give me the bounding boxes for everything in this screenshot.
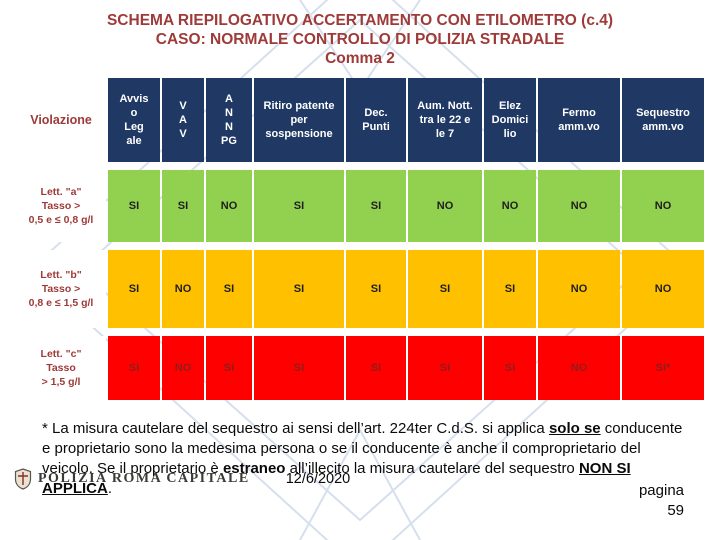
column-header: V A V <box>162 78 204 162</box>
value-cell: SI <box>254 250 344 328</box>
slide-title: SCHEMA RIEPILOGATIVO ACCERTAMENTO CON ET… <box>0 0 720 68</box>
value-cell: SI <box>108 250 160 328</box>
table-body: Lett. "a" Tasso > 0,5 e ≤ 0,8 g/l SI SI NO S… <box>16 170 704 400</box>
footnote-text: * La misura cautelare del sequestro ai s… <box>42 419 688 499</box>
page-number: 59 <box>667 502 684 519</box>
value-cell: NO <box>484 170 536 242</box>
value-cell: NO <box>622 170 704 242</box>
footnote-segment: * La misura cautelare del sequestro ai s… <box>42 420 549 437</box>
title-line-2: CASO: NORMALE CONTROLLO DI POLIZIA STRAD… <box>155 31 565 48</box>
table-row: Lett. "c" Tasso > 1,5 g/l SI NO SI SI SI SI SI N… <box>16 336 704 400</box>
column-header: Fermo amm.vo <box>538 78 620 162</box>
column-header: Sequestro amm.vo <box>622 78 704 162</box>
footer-bar: POLIZIA ROMA CAPITALE 12/6/2020 <box>14 468 706 490</box>
footnote-segment: NON SI APPLICA <box>42 460 631 497</box>
violation-label: Lett. "a" Tasso > 0,5 e ≤ 0,8 g/l <box>16 170 106 242</box>
value-cell: NO <box>538 250 620 328</box>
footnote-segment: solo se <box>548 420 601 437</box>
violation-label: Lett. "b" Tasso > 0,8 e ≤ 1,5 g/l <box>16 250 106 328</box>
value-cell: SI <box>108 170 160 242</box>
shield-icon <box>14 468 32 490</box>
column-header: Aum. Nott. tra le 22 e le 7 <box>408 78 482 162</box>
column-header: Ritiro patente per sospensione <box>254 78 344 162</box>
column-header: Dec. Punti <box>346 78 406 162</box>
value-cell: SI <box>484 336 536 400</box>
footnote-segment: . <box>107 480 113 497</box>
value-cell: NO <box>538 336 620 400</box>
value-cell: NO <box>206 170 252 242</box>
title-line-3: Comma 2 <box>325 50 395 67</box>
value-cell: SI <box>408 250 482 328</box>
table-row: Lett. "a" Tasso > 0,5 e ≤ 0,8 g/l SI SI NO S… <box>16 170 704 242</box>
footnote-segment: conducente e proprietario sono la medesi… <box>42 420 683 477</box>
value-cell: SI <box>346 250 406 328</box>
footnote-segment: all’illecito la misura cautelare del seq… <box>285 460 579 477</box>
polizia-roma-capitale-logo: POLIZIA ROMA CAPITALE <box>14 468 250 490</box>
footer-date: 12/6/2020 <box>285 471 351 487</box>
value-cell: SI <box>206 336 252 400</box>
value-cell: SI <box>484 250 536 328</box>
footnote-segment: estraneo <box>222 460 286 477</box>
value-cell: SI <box>254 336 344 400</box>
value-cell: SI <box>254 170 344 242</box>
column-header: Avvis o Leg ale <box>108 78 160 162</box>
value-cell: NO <box>408 170 482 242</box>
value-cell: NO <box>538 170 620 242</box>
value-cell: NO <box>162 336 204 400</box>
logo-text: POLIZIA ROMA CAPITALE <box>38 471 250 486</box>
value-cell: SI <box>346 336 406 400</box>
value-cell: SI* <box>622 336 704 400</box>
violation-label: Lett. "c" Tasso > 1,5 g/l <box>16 336 106 400</box>
column-header: A N N PG <box>206 78 252 162</box>
table-row: Lett. "b" Tasso > 0,8 e ≤ 1,5 g/l SI NO SI S… <box>16 250 704 328</box>
value-cell: SI <box>162 170 204 242</box>
title-line-1: SCHEMA RIEPILOGATIVO ACCERTAMENTO CON ET… <box>106 12 614 29</box>
value-cell: SI <box>346 170 406 242</box>
column-header-violazione: Violazione <box>16 78 106 162</box>
value-cell: SI <box>108 336 160 400</box>
column-header: Elez Domici lio <box>484 78 536 162</box>
value-cell: NO <box>162 250 204 328</box>
value-cell: SI <box>408 336 482 400</box>
page-indicator: pagina 59 <box>639 481 684 521</box>
value-cell: NO <box>622 250 704 328</box>
page-label: pagina <box>638 482 684 499</box>
value-cell: SI <box>206 250 252 328</box>
